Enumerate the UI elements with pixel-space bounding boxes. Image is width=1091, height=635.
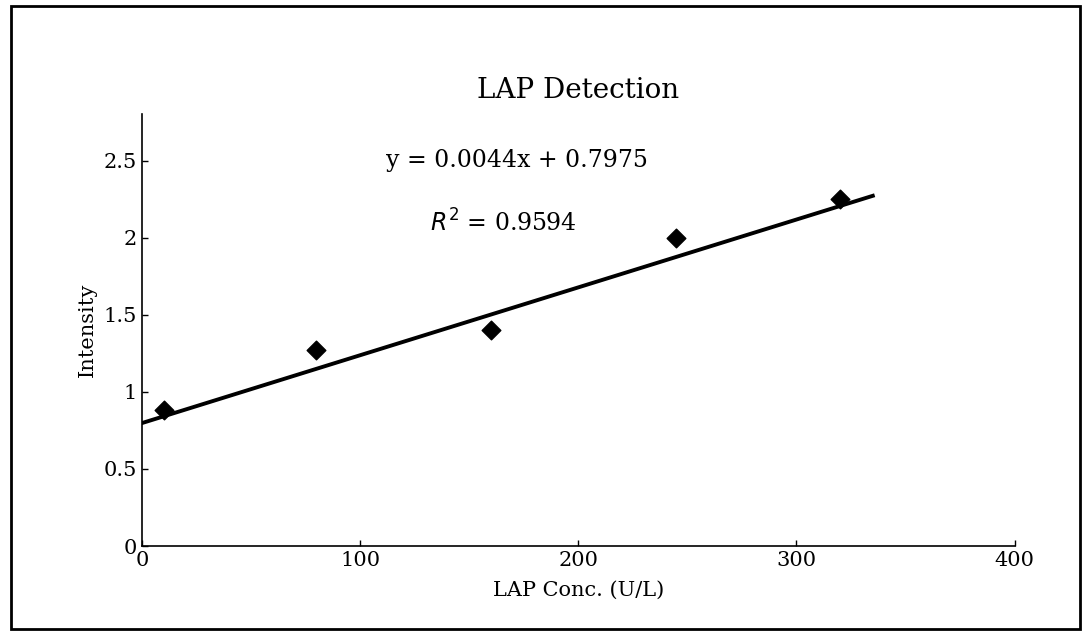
Point [831,194,849,204]
Point [482,325,500,335]
Text: $R^2$ = 0.9594: $R^2$ = 0.9594 [430,210,577,236]
Title: LAP Detection: LAP Detection [477,77,680,104]
Y-axis label: Intensity: Intensity [77,283,97,377]
Point [155,405,172,415]
X-axis label: LAP Conc. (U/L): LAP Conc. (U/L) [493,581,663,600]
Point [668,232,685,243]
Text: y = 0.0044x + 0.7975: y = 0.0044x + 0.7975 [386,149,648,172]
Point [308,345,325,356]
